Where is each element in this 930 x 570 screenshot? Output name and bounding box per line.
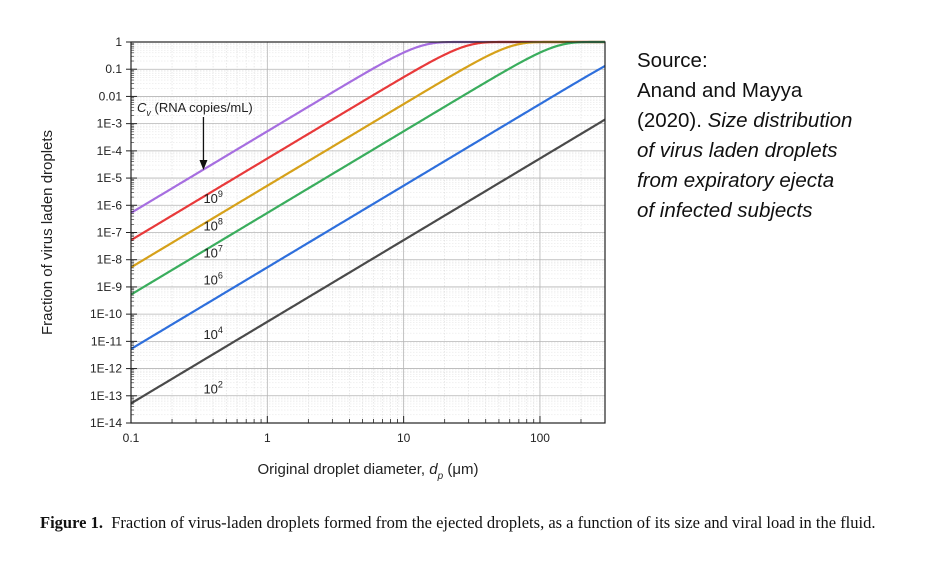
y-tick-label: 1E-10	[90, 307, 122, 321]
source-line: from expiratory ejecta	[637, 169, 835, 192]
y-tick-label: 1E-8	[97, 253, 123, 267]
y-tick-label: 1E-4	[97, 144, 123, 158]
legend-title: Cv (RNA copies/mL)	[137, 100, 253, 118]
y-tick-label: 1E-7	[97, 226, 123, 240]
source-title: Size distribution	[707, 109, 853, 132]
source-note: Source: Anand and Mayya (2020). Size dis…	[637, 46, 927, 226]
source-line: Anand and Mayya	[637, 79, 803, 102]
series-line-6	[130, 40, 605, 296]
source-line: of infected subjects	[637, 199, 813, 222]
x-tick-label: 10	[397, 431, 411, 445]
y-tick-label: 0.1	[105, 62, 122, 76]
source-year: (2020).	[637, 109, 702, 132]
series-label: 104	[203, 325, 222, 342]
series-label: 108	[203, 216, 222, 233]
y-tick-label: 1	[115, 35, 122, 49]
axis-ticks: 0.1 1 10 100 1 0.1 0.01 1E-3 1E-4 1E-5 1E-6 1E-7 1E-…	[90, 35, 606, 445]
chart-annotations: 109 108 107 106 104 102 Cv (RNA copies/mL)	[137, 100, 253, 397]
series-label: 106	[203, 271, 222, 288]
series-line-4	[130, 64, 606, 350]
y-tick-label: 1E-13	[90, 389, 122, 403]
source-line: Source:	[637, 49, 708, 72]
caption-text: Fraction of virus-laden droplets formed …	[111, 513, 876, 532]
legend-arrow-head	[199, 160, 208, 170]
source-line: of virus laden droplets	[637, 139, 838, 162]
series-label: 107	[203, 244, 222, 261]
y-tick-label: 1E-6	[97, 198, 123, 212]
y-tick-label: 1E-3	[97, 117, 123, 131]
source-line: (2020). Size distribution	[637, 106, 927, 136]
y-axis-label: Fraction of virus laden droplets	[39, 130, 56, 335]
y-tick-label: 1E-14	[90, 416, 122, 430]
chart-gridlines	[130, 41, 606, 424]
y-tick-label: 1E-9	[97, 280, 123, 294]
x-tick-label: 1	[264, 431, 271, 445]
series-label: 109	[203, 189, 222, 206]
figure-caption: Figure 1. Fraction of virus-laden drople…	[40, 512, 910, 533]
y-tick-label: 1E-12	[90, 362, 122, 376]
y-tick-label: 0.01	[99, 89, 123, 103]
caption-label: Figure 1.	[40, 513, 103, 532]
x-axis-label: Original droplet diameter, dp (μm)	[258, 461, 479, 482]
x-tick-label: 100	[530, 431, 550, 445]
y-tick-label: 1E-5	[97, 171, 123, 185]
series-line-2	[130, 118, 606, 405]
y-tick-label: 1E-11	[91, 334, 122, 348]
series-line-7	[130, 40, 605, 269]
series-label: 102	[203, 380, 222, 397]
chart: 0.1 1 10 100 1 0.1 0.01 1E-3 1E-4 1E-5 1E-6 1E-7 1E-…	[39, 35, 606, 482]
x-tick-label: 0.1	[123, 431, 140, 445]
